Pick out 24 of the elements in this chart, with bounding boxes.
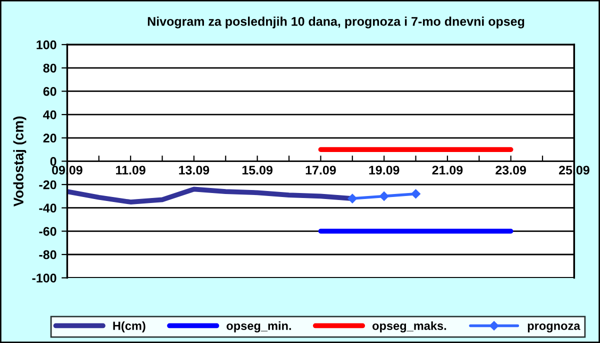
y-tick-label: -100 (32, 274, 56, 282)
x-tick-label: 19.09 (369, 166, 400, 175)
x-tick-label: 15.09 (242, 166, 273, 175)
y-tick-label: -60 (39, 226, 56, 236)
x-tick-label: 11.09 (116, 166, 146, 175)
chart-title: Nivogram za poslednjih 10 dana, prognoza i 7-mo dnevni opseg (148, 16, 524, 28)
legend-label: opseg_maks. (372, 321, 446, 332)
legend-label: opseg_min. (226, 321, 291, 332)
y-axis-title: Vodostaj (cm) (13, 116, 26, 207)
x-tick-label: 21.09 (432, 166, 463, 175)
y-tick-label: 40 (43, 110, 56, 120)
y-tick-label: 20 (43, 134, 56, 143)
legend-label: H(cm) (113, 321, 146, 332)
y-tick-label: -40 (39, 204, 56, 213)
x-tick-label: 23.09 (496, 166, 526, 175)
x-tick-label: 13.09 (179, 166, 210, 175)
y-tick-label: -20 (39, 180, 56, 190)
y-tick-label: 0 (50, 157, 56, 166)
y-tick-label: 100 (36, 40, 56, 50)
legend-label: prognoza (528, 324, 580, 332)
y-tick-label: -80 (39, 250, 56, 260)
y-tick-label: 60 (43, 87, 56, 96)
x-tick-label: 17.09 (306, 166, 336, 175)
y-tick-label: 80 (43, 64, 56, 73)
